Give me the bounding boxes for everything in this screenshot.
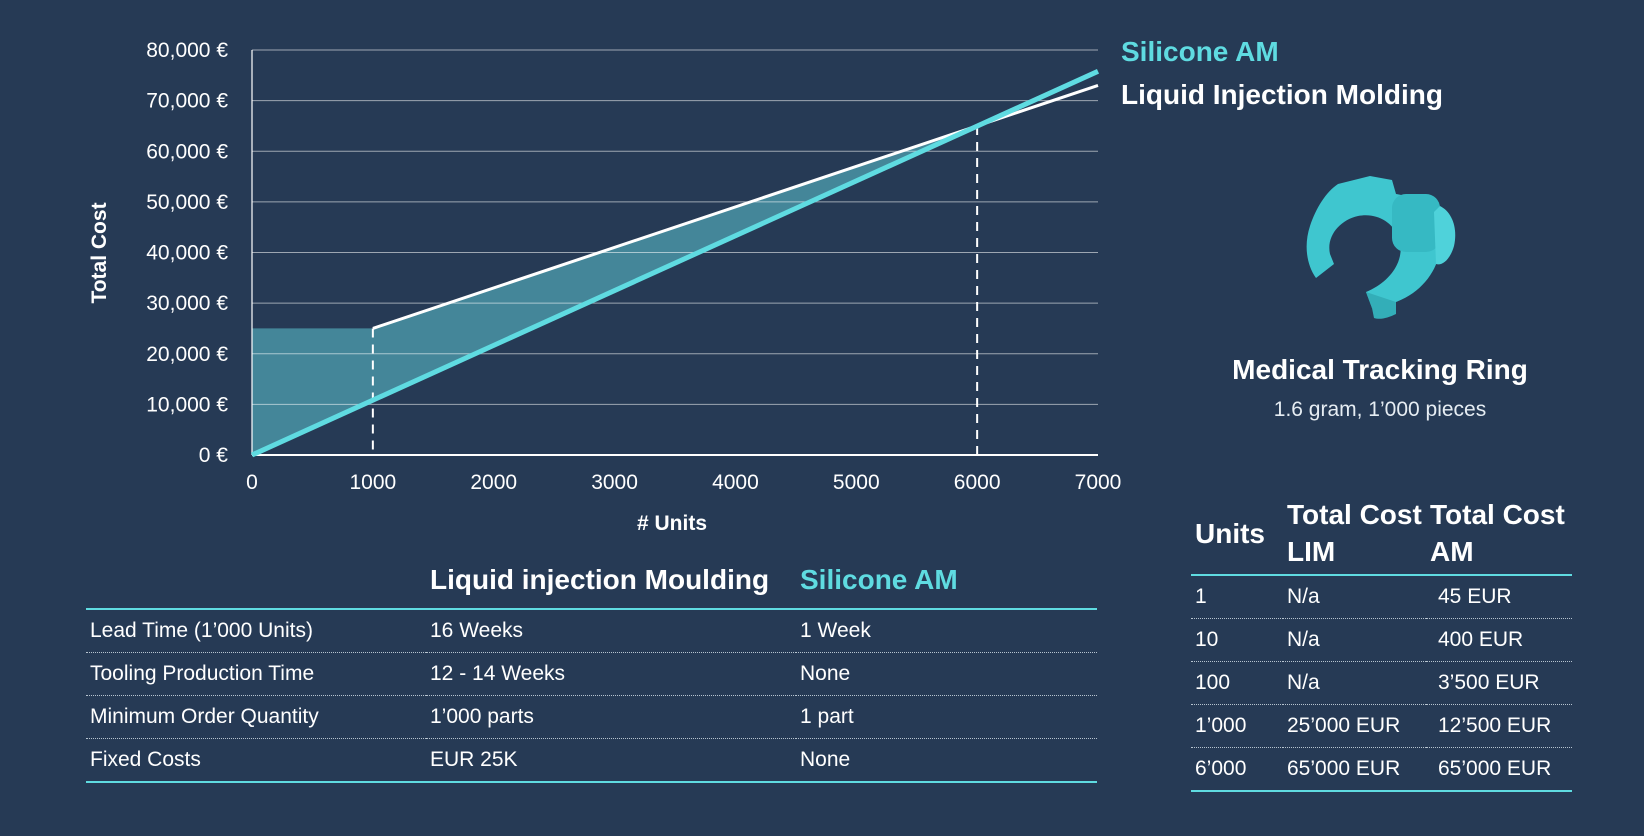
comparison-label: Lead Time (1’000 Units) bbox=[86, 609, 426, 653]
product-name: Medical Tracking Ring bbox=[1232, 354, 1528, 385]
cost-units: 1’000 bbox=[1191, 704, 1283, 748]
y-tick-label: 0 € bbox=[199, 444, 229, 467]
comparison-header-blank bbox=[86, 558, 426, 610]
cost-lim: N/a bbox=[1283, 575, 1426, 619]
cost-table: Units Total Cost LIM Total Cost AM 1 N/a… bbox=[1191, 492, 1572, 792]
y-tick-label: 10,000 € bbox=[146, 393, 228, 416]
cost-am: 45 EUR bbox=[1426, 575, 1572, 619]
comparison-row: Minimum Order Quantity 1’000 parts 1 par… bbox=[86, 695, 1097, 739]
x-tick-label: 0 bbox=[246, 471, 258, 494]
cost-am: 3’500 EUR bbox=[1426, 661, 1572, 705]
cost-units: 100 bbox=[1191, 661, 1283, 705]
x-tick-label: 2000 bbox=[470, 471, 517, 494]
cost-lim: 25’000 EUR bbox=[1283, 704, 1426, 748]
y-tick-label: 20,000 € bbox=[146, 343, 228, 366]
y-tick-label: 80,000 € bbox=[146, 39, 228, 62]
comparison-header-row: Liquid injection Moulding Silicone AM bbox=[86, 558, 1097, 610]
cost-header-units: Units bbox=[1191, 492, 1283, 576]
comparison-lim-value: 1’000 parts bbox=[426, 695, 796, 739]
x-tick-label: 5000 bbox=[833, 471, 880, 494]
comparison-row: Fixed Costs EUR 25K None bbox=[86, 738, 1097, 783]
cost-row: 100 N/a 3’500 EUR bbox=[1191, 661, 1572, 705]
comparison-label: Minimum Order Quantity bbox=[86, 695, 426, 739]
cost-am: 400 EUR bbox=[1426, 618, 1572, 662]
cost-row: 6’000 65’000 EUR 65’000 EUR bbox=[1191, 747, 1572, 792]
cost-units: 10 bbox=[1191, 618, 1283, 662]
tracking-ring-icon bbox=[1306, 176, 1456, 319]
cost-lim: N/a bbox=[1283, 618, 1426, 662]
comparison-lim-value: 12 - 14 Weeks bbox=[426, 652, 796, 696]
cost-row: 10 N/a 400 EUR bbox=[1191, 618, 1572, 662]
comparison-label: Tooling Production Time bbox=[86, 652, 426, 696]
comparison-lim-value: EUR 25K bbox=[426, 738, 796, 783]
cost-header-lim: Total Cost LIM bbox=[1283, 492, 1426, 576]
x-tick-label: 6000 bbox=[954, 471, 1001, 494]
x-tick-label: 7000 bbox=[1075, 471, 1122, 494]
y-tick-label: 30,000 € bbox=[146, 292, 228, 315]
y-tick-label: 60,000 € bbox=[146, 140, 228, 163]
comparison-header-am: Silicone AM bbox=[796, 558, 1097, 610]
comparison-am-value: None bbox=[796, 738, 1097, 783]
comparison-header-lim: Liquid injection Moulding bbox=[426, 558, 796, 610]
y-tick-label: 40,000 € bbox=[146, 242, 228, 265]
x-axis-title: # Units bbox=[637, 512, 707, 530]
cost-row: 1 N/a 45 EUR bbox=[1191, 575, 1572, 619]
cost-lim: N/a bbox=[1283, 661, 1426, 705]
y-tick-label: 50,000 € bbox=[146, 191, 228, 214]
cost-header-am: Total Cost AM bbox=[1426, 492, 1572, 576]
x-tick-label: 1000 bbox=[349, 471, 396, 494]
x-tick-label: 4000 bbox=[712, 471, 759, 494]
cost-header-row: Units Total Cost LIM Total Cost AM bbox=[1191, 492, 1572, 576]
comparison-lim-value: 16 Weeks bbox=[426, 609, 796, 653]
legend-silicone-am: Silicone AM bbox=[1121, 36, 1279, 67]
x-tick-label: 3000 bbox=[591, 471, 638, 494]
comparison-table: Liquid injection Moulding Silicone AM Le… bbox=[86, 558, 1097, 783]
cost-units: 1 bbox=[1191, 575, 1283, 619]
comparison-row: Lead Time (1’000 Units) 16 Weeks 1 Week bbox=[86, 609, 1097, 653]
cost-am: 65’000 EUR bbox=[1426, 747, 1572, 792]
comparison-am-value: 1 Week bbox=[796, 609, 1097, 653]
product-description: 1.6 gram, 1’000 pieces bbox=[1273, 398, 1487, 421]
comparison-label: Fixed Costs bbox=[86, 738, 426, 783]
series-silicone-am-line bbox=[250, 69, 1100, 458]
comparison-am-value: None bbox=[796, 652, 1097, 696]
comparison-am-value: 1 part bbox=[796, 695, 1097, 739]
cost-row: 1’000 25’000 EUR 12’500 EUR bbox=[1191, 704, 1572, 748]
y-axis-title: Total Cost bbox=[88, 202, 111, 303]
cost-lim: 65’000 EUR bbox=[1283, 747, 1426, 792]
cost-am: 12’500 EUR bbox=[1426, 704, 1572, 748]
cost-units: 6’000 bbox=[1191, 747, 1283, 792]
legend-liquid-injection-molding: Liquid Injection Molding bbox=[1121, 79, 1443, 110]
cost-chart: 0 € 10,000 € 20,000 € 30,000 € 40,000 € 50,00… bbox=[88, 39, 1122, 530]
y-tick-label: 70,000 € bbox=[146, 90, 228, 113]
comparison-row: Tooling Production Time 12 - 14 Weeks No… bbox=[86, 652, 1097, 696]
